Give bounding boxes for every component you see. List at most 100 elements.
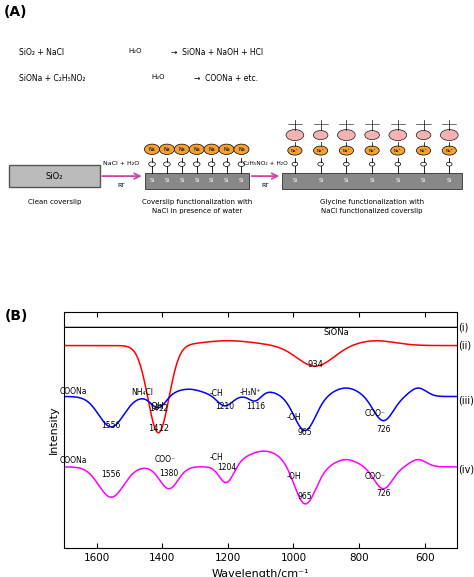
Ellipse shape — [164, 162, 170, 166]
Ellipse shape — [416, 130, 431, 140]
Text: Si: Si — [421, 178, 426, 183]
Text: (B): (B) — [5, 309, 28, 323]
Text: Na: Na — [208, 147, 215, 152]
Text: →  COONa + etc.: → COONa + etc. — [194, 74, 258, 83]
Text: Si: Si — [447, 178, 452, 183]
Text: Coverslip functionalization with: Coverslip functionalization with — [142, 198, 252, 205]
Text: -CH: -CH — [210, 389, 223, 398]
Text: COO⁻: COO⁻ — [155, 455, 176, 464]
Text: Si: Si — [194, 178, 199, 183]
Text: Si: Si — [209, 178, 214, 183]
Text: 1412: 1412 — [149, 404, 168, 414]
Ellipse shape — [344, 162, 349, 166]
Text: Na⁺: Na⁺ — [368, 148, 376, 152]
Text: Na⁺: Na⁺ — [291, 148, 299, 152]
Text: 934: 934 — [307, 359, 323, 369]
Text: NaCl in presence of water: NaCl in presence of water — [152, 208, 242, 215]
Text: Si: Si — [318, 178, 323, 183]
Ellipse shape — [395, 162, 401, 166]
Text: 1556: 1556 — [101, 421, 121, 430]
Ellipse shape — [223, 162, 230, 166]
Bar — [145, 173, 249, 189]
Ellipse shape — [179, 162, 185, 166]
Text: Si: Si — [179, 178, 184, 183]
Text: Na: Na — [238, 147, 245, 152]
Text: Si: Si — [370, 178, 374, 183]
Text: Si: Si — [149, 178, 155, 183]
Text: Si: Si — [344, 178, 349, 183]
Text: -CH: -CH — [210, 453, 223, 462]
Text: SiONa + C₂H₅NO₂: SiONa + C₂H₅NO₂ — [19, 74, 85, 83]
Text: COO⁻: COO⁻ — [365, 473, 385, 481]
Ellipse shape — [234, 144, 249, 155]
Text: OH: OH — [151, 402, 164, 411]
Text: 1380: 1380 — [159, 469, 179, 478]
Ellipse shape — [219, 144, 234, 155]
Ellipse shape — [193, 162, 200, 166]
Text: Na: Na — [223, 147, 230, 152]
Text: Si: Si — [224, 178, 229, 183]
Text: Clean coverslip: Clean coverslip — [28, 198, 81, 205]
Text: NaCl functionalized coverslip: NaCl functionalized coverslip — [321, 208, 423, 215]
Text: Na⁺: Na⁺ — [420, 148, 428, 152]
Ellipse shape — [313, 130, 328, 140]
Ellipse shape — [421, 162, 427, 166]
Text: Si: Si — [292, 178, 297, 183]
Ellipse shape — [159, 144, 174, 155]
Ellipse shape — [208, 162, 215, 166]
Ellipse shape — [204, 144, 219, 155]
Ellipse shape — [174, 144, 190, 155]
Ellipse shape — [149, 162, 155, 166]
Text: RT: RT — [117, 182, 125, 188]
Ellipse shape — [318, 162, 323, 166]
Text: (i): (i) — [458, 323, 468, 332]
Ellipse shape — [440, 130, 458, 141]
Text: Si: Si — [164, 178, 169, 183]
Text: Na: Na — [178, 147, 185, 152]
Text: (iii): (iii) — [458, 395, 474, 405]
Text: Glycine functionalization with: Glycine functionalization with — [320, 198, 424, 205]
Text: Na⁺: Na⁺ — [446, 148, 453, 152]
Text: 965: 965 — [298, 428, 312, 437]
Text: 1556: 1556 — [101, 470, 121, 479]
Text: Na⁺: Na⁺ — [343, 148, 350, 152]
Text: Si: Si — [239, 178, 244, 183]
Bar — [282, 173, 462, 189]
Ellipse shape — [417, 146, 431, 155]
Text: H₂O: H₂O — [128, 48, 141, 54]
Ellipse shape — [447, 162, 452, 166]
Text: Na: Na — [149, 147, 155, 152]
Ellipse shape — [369, 162, 375, 166]
Ellipse shape — [238, 162, 245, 166]
Y-axis label: Intensity: Intensity — [48, 406, 58, 454]
Text: 1412: 1412 — [148, 424, 169, 433]
Ellipse shape — [389, 130, 407, 141]
Text: SiO₂ + NaCl: SiO₂ + NaCl — [19, 48, 64, 58]
Text: Na⁺: Na⁺ — [317, 148, 324, 152]
Ellipse shape — [365, 146, 379, 155]
Ellipse shape — [313, 146, 328, 155]
Text: C₂H₅NO₂ + H₂O: C₂H₅NO₂ + H₂O — [243, 162, 288, 166]
Text: Na: Na — [164, 147, 170, 152]
Text: →  SiONa + NaOH + HCl: → SiONa + NaOH + HCl — [171, 48, 263, 58]
Text: 965: 965 — [298, 492, 312, 501]
Text: NH₄Cl: NH₄Cl — [132, 388, 154, 396]
Text: Na⁺: Na⁺ — [394, 148, 401, 152]
Text: RT: RT — [262, 182, 269, 188]
Ellipse shape — [391, 146, 405, 155]
X-axis label: Wavelength/cm⁻¹: Wavelength/cm⁻¹ — [212, 568, 310, 577]
Text: COO⁻: COO⁻ — [365, 409, 385, 418]
Text: Si: Si — [395, 178, 401, 183]
Ellipse shape — [286, 130, 304, 141]
Text: 726: 726 — [376, 489, 391, 499]
Text: SiO₂: SiO₂ — [46, 171, 63, 181]
Text: NaCl + H₂O: NaCl + H₂O — [103, 162, 139, 166]
Text: 1116: 1116 — [246, 402, 265, 411]
Text: (ii): (ii) — [458, 340, 471, 351]
Text: 1210: 1210 — [215, 402, 234, 411]
Text: COONa: COONa — [60, 456, 88, 465]
Ellipse shape — [339, 146, 354, 155]
Text: Na: Na — [193, 147, 200, 152]
Text: -OH: -OH — [287, 413, 301, 422]
Text: 1204: 1204 — [217, 463, 236, 472]
